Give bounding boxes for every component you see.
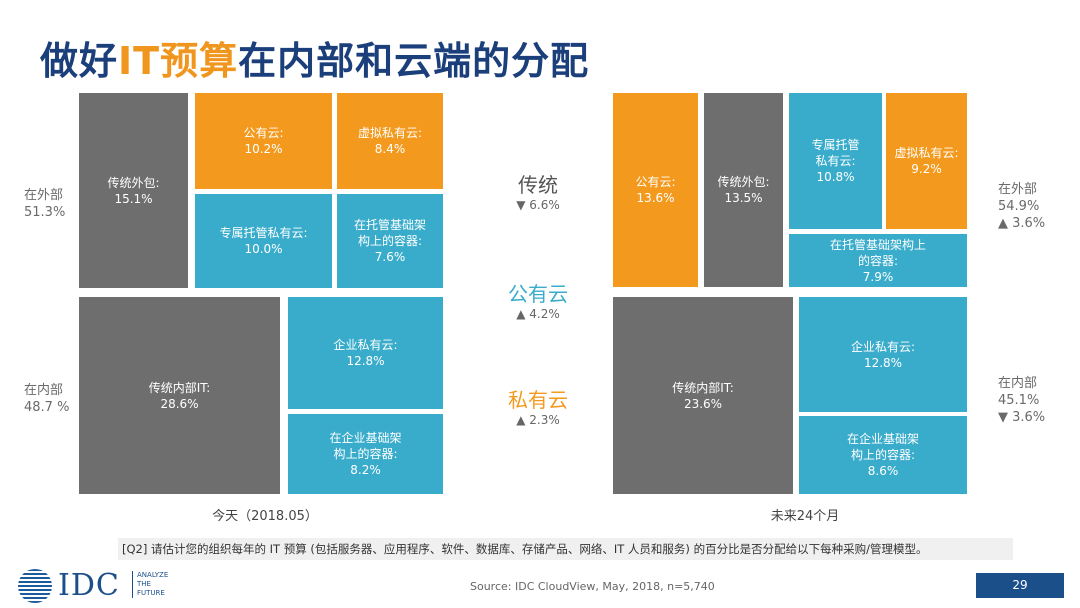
tile-enterprise-private-cloud-today: 企业私有云: 12.8% — [288, 297, 443, 409]
internal-share-today: 在内部 48.7 % — [24, 383, 70, 415]
tile-traditional-internal-future: 传统内部IT: 23.6% — [613, 297, 793, 494]
external-share-today: 在外部 51.3% — [24, 188, 66, 220]
tile-hosted-containers-future: 在托管基础架构上 的容器: 7.9% — [789, 234, 967, 287]
page-number: 29 — [976, 573, 1064, 598]
tile-traditional-outsourcing-today: 传统外包: 15.1% — [79, 93, 188, 288]
tile-public-cloud-today: 公有云: 10.2% — [195, 93, 332, 189]
tile-enterprise-containers-future: 在企业基础架 构上的容器: 8.6% — [799, 416, 967, 494]
external-share-future: 在外部 54.9% ▲ 3.6% — [998, 182, 1046, 231]
caption-future: 未来24个月 — [770, 509, 840, 524]
idc-logo: IDC ANALYZE THE FUTURE — [18, 569, 198, 603]
tile-traditional-internal-today: 传统内部IT: 28.6% — [79, 297, 280, 494]
legend-private-cloud: 私有云 ▲ 2.3% — [508, 388, 568, 427]
globe-icon — [18, 569, 52, 603]
page-title: 做好IT预算在内部和云端的分配 — [40, 39, 590, 83]
tile-hosted-private-cloud-today: 专属托管私有云: 10.0% — [195, 194, 332, 288]
tile-enterprise-containers-today: 在企业基础架 构上的容器: 8.2% — [288, 414, 443, 494]
source-note: Source: IDC CloudView, May, 2018, n=5,74… — [470, 580, 715, 593]
tile-enterprise-private-cloud-future: 企业私有云: 12.8% — [799, 297, 967, 412]
tile-virtual-private-cloud-future: 虚拟私有云: 9.2% — [886, 93, 967, 229]
tile-traditional-outsourcing-future: 传统外包: 13.5% — [704, 93, 783, 287]
legend-traditional: 传统 ▼ 6.6% — [516, 173, 560, 212]
tile-hosted-containers-today: 在托管基础架 构上的容器: 7.6% — [337, 194, 443, 288]
legend-public-cloud: 公有云 ▲ 4.2% — [508, 282, 568, 321]
tile-hosted-private-cloud-future: 专属托管 私有云: 10.8% — [789, 93, 882, 229]
tile-public-cloud-future: 公有云: 13.6% — [613, 93, 698, 287]
caption-today: 今天（2018.05） — [212, 509, 318, 524]
tile-virtual-private-cloud-today: 虚拟私有云: 8.4% — [337, 93, 443, 189]
internal-share-future: 在内部 45.1% ▼ 3.6% — [998, 376, 1046, 425]
question-footnote: [Q2] 请估计您的组织每年的 IT 预算 (包括服务器、应用程序、软件、数据库… — [118, 538, 1013, 560]
